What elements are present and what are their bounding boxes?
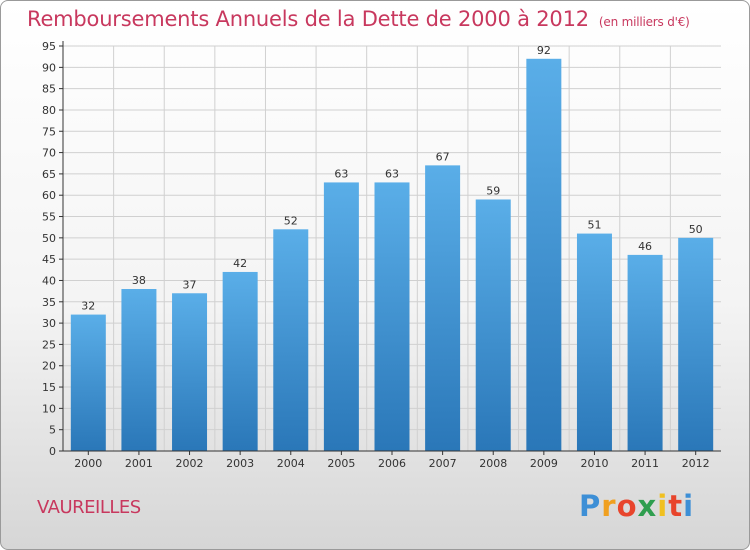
y-tick-label: 95 <box>42 40 56 53</box>
chart-title-text: Remboursements Annuels de la Dette de 20… <box>27 7 589 31</box>
logo-letter: P <box>579 489 602 523</box>
y-tick-label: 90 <box>42 61 56 74</box>
bar <box>425 165 461 452</box>
logo-letter: i <box>657 489 669 523</box>
y-tick-label: 65 <box>42 168 56 181</box>
bar-value-label: 63 <box>385 167 399 180</box>
bar-value-label: 32 <box>81 300 95 313</box>
x-tick-label: 2003 <box>226 457 254 470</box>
axis-layer: 0 5 10 15 20 25 30 35 40 45 50 55 60 65 70 75 80 85 90 95 20… <box>42 40 721 470</box>
y-tick-label: 30 <box>42 317 56 330</box>
x-tick-label: 2009 <box>530 457 558 470</box>
y-tick-label: 0 <box>49 445 56 458</box>
bar-value-label: 92 <box>537 44 551 57</box>
proxiti-logo: Proxiti <box>579 489 694 523</box>
y-tick-label: 25 <box>42 338 56 351</box>
x-tick-label: 2008 <box>479 457 507 470</box>
y-tick-label: 40 <box>42 274 56 287</box>
bar <box>222 271 258 451</box>
x-tick-label: 2010 <box>580 457 608 470</box>
y-tick-label: 20 <box>42 360 56 373</box>
bar-value-label: 42 <box>233 257 247 270</box>
bar-value-label: 37 <box>183 278 197 291</box>
bar <box>526 58 562 451</box>
x-tick-label: 2007 <box>429 457 457 470</box>
x-tick-label: 2011 <box>631 457 659 470</box>
logo-letter: r <box>601 489 617 523</box>
label-layer: 32 38 37 42 52 63 63 67 59 92 51 46 50 <box>81 44 702 313</box>
y-tick-label: 80 <box>42 104 56 117</box>
x-tick-label: 2000 <box>74 457 102 470</box>
logo-letter: x <box>637 489 658 523</box>
y-tick-label: 45 <box>42 253 56 266</box>
bar-value-label: 38 <box>132 274 146 287</box>
chart-subtitle: (en milliers d'€) <box>598 15 690 29</box>
bar <box>374 182 410 451</box>
chart-title: Remboursements Annuels de la Dette de 20… <box>27 7 690 31</box>
y-tick-label: 75 <box>42 125 56 138</box>
y-tick-label: 50 <box>42 232 56 245</box>
bar-value-label: 59 <box>486 184 500 197</box>
bar <box>475 199 511 451</box>
y-tick-label: 10 <box>42 402 56 415</box>
y-tick-label: 60 <box>42 189 56 202</box>
bar-value-label: 52 <box>284 214 298 227</box>
bar <box>678 237 714 451</box>
bar-value-label: 51 <box>587 219 601 232</box>
x-tick-label: 2005 <box>327 457 355 470</box>
x-tick-label: 2006 <box>378 457 406 470</box>
bar <box>273 229 309 451</box>
bar-value-label: 63 <box>334 167 348 180</box>
bar-value-label: 67 <box>436 150 450 163</box>
bar <box>70 314 106 451</box>
x-tick-label: 2002 <box>176 457 204 470</box>
y-tick-label: 5 <box>49 424 56 437</box>
x-tick-label: 2012 <box>682 457 710 470</box>
bar <box>121 289 157 451</box>
x-tick-label: 2001 <box>125 457 153 470</box>
bar <box>627 254 663 451</box>
bar <box>172 293 208 451</box>
y-tick-label: 15 <box>42 381 56 394</box>
y-tick-label: 70 <box>42 147 56 160</box>
bar-layer <box>70 58 714 452</box>
y-tick-label: 35 <box>42 296 56 309</box>
y-tick-label: 85 <box>42 83 56 96</box>
bar <box>323 182 359 451</box>
x-tick-label: 2004 <box>277 457 305 470</box>
bar-value-label: 46 <box>638 240 652 253</box>
bar-value-label: 50 <box>689 223 703 236</box>
bar <box>576 233 612 451</box>
logo-letter: i <box>683 489 695 523</box>
y-tick-label: 55 <box>42 211 56 224</box>
location-label: VAUREILLES <box>37 497 141 518</box>
logo-letter: o <box>616 489 638 523</box>
logo-letter: t <box>668 489 684 523</box>
